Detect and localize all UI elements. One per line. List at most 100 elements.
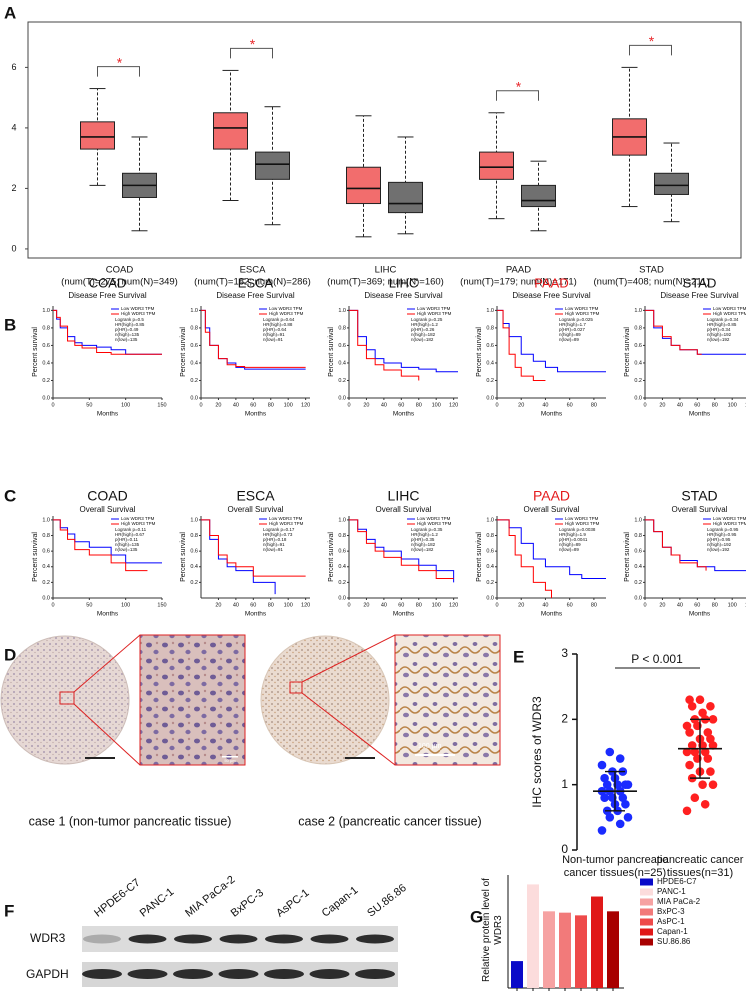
stat-text: p(HR)=0.027: [559, 327, 585, 332]
scale-bar: [345, 757, 375, 759]
x-tick-label: 120: [301, 402, 310, 408]
y-axis-label: Percent survival: [180, 327, 187, 377]
stat-text: n(low)=135: [115, 547, 138, 552]
blot-row-label: WDR3: [30, 931, 66, 945]
data-point: [703, 728, 713, 737]
x-tick-label: 100: [121, 602, 130, 608]
annotation: P < 0.001: [631, 652, 683, 666]
x-axis-label: Months: [541, 411, 563, 418]
data-point: [621, 799, 630, 809]
blot-band: [355, 969, 395, 979]
blot-band: [310, 934, 349, 944]
chart-subtitle: Disease Free Survival: [660, 291, 738, 300]
x-tick-label: 80: [268, 402, 274, 408]
stat-text: n(high)=182: [411, 542, 436, 547]
legend-label: Low WDR3 TPM: [713, 516, 746, 521]
stat-text: Logrank p=0.0038: [559, 527, 596, 532]
stat-text: HR(high)=0.95: [707, 532, 737, 537]
chart-subtitle: Overall Survival: [227, 505, 283, 514]
data-point: [685, 760, 694, 770]
legend-label: Capan-1: [657, 927, 688, 936]
bar: [591, 896, 603, 988]
data-point: [685, 728, 694, 737]
significance: *: [649, 33, 655, 49]
y-tick-label: 0.6: [634, 549, 642, 555]
x-axis-label: Months: [541, 611, 563, 618]
legend-label: High WDR3 TPM: [269, 311, 304, 316]
blot-band: [356, 934, 394, 944]
y-tick-label: 0: [11, 243, 16, 253]
x-tick-label: 50: [86, 602, 92, 608]
x-tick-label: 0: [199, 402, 202, 408]
y-tick-label: 0.4: [338, 564, 346, 570]
x-tick-label: 150: [157, 402, 166, 408]
significance: *: [516, 78, 522, 94]
x-tick-label: 120: [301, 602, 310, 608]
tissue-core: [260, 635, 390, 765]
scale-bar: [85, 757, 115, 759]
legend-label: Low WDR3 TPM: [269, 516, 303, 521]
chart-subtitle: Overall Survival: [671, 505, 727, 514]
data-point: [623, 813, 633, 822]
legend-label: High WDR3 TPM: [713, 521, 746, 526]
stat-text: n(low)=89: [559, 337, 579, 342]
x-tick-label: 100: [728, 402, 737, 408]
survival-curve: [497, 519, 606, 579]
y-tick-label: 0.0: [634, 395, 642, 401]
chart-title: STAD: [683, 275, 717, 290]
survival-curve: [349, 309, 420, 381]
legend-swatch: [640, 938, 653, 946]
data-point: [597, 826, 607, 835]
x-tick-label: 0: [347, 402, 350, 408]
x-tick-label: 100: [432, 402, 441, 408]
x-tick-label: 40: [381, 602, 387, 608]
y-tick-label: 0.2: [190, 378, 198, 384]
y-tick-label: 0.4: [634, 564, 642, 570]
x-tick-label: 80: [268, 602, 274, 608]
x-tick-label: 20: [659, 602, 665, 608]
data-point: [690, 793, 700, 803]
x-tick-label: 20: [215, 602, 221, 608]
legend-label: Low WDR3 TPM: [417, 516, 451, 521]
stat-text: n(high)=89: [559, 332, 581, 337]
y-tick-label: 3: [561, 646, 568, 660]
y-tick-label: 1.0: [190, 308, 198, 314]
y-axis-label: Percent survival: [624, 327, 631, 377]
y-tick-label: 0.8: [634, 533, 642, 539]
blot-band: [83, 934, 121, 944]
stat-text: Logrank p=0.35: [411, 527, 443, 532]
chart-title: COAD: [87, 488, 127, 504]
survival-curve: [497, 519, 552, 598]
legend-label: High WDR3 TPM: [417, 521, 452, 526]
data-point: [687, 701, 697, 711]
zoom-image: [139, 634, 246, 766]
y-tick-label: 1.0: [486, 517, 494, 523]
legend-swatch: [640, 928, 653, 936]
legend-swatch: [640, 908, 653, 916]
stat-text: HR(high)=1.2: [411, 322, 438, 327]
stat-text: p(HR)=0.0041: [559, 537, 588, 542]
y-tick-label: 0.0: [486, 395, 494, 401]
x-tick-label: 0: [347, 602, 350, 608]
blot-band: [174, 934, 212, 944]
y-tick-label: 0: [561, 842, 568, 856]
x-tick-label: 120: [449, 402, 458, 408]
legend-label: High WDR3 TPM: [565, 311, 600, 316]
chart-title: LIHC: [388, 488, 420, 504]
blot-row-label: GAPDH: [26, 967, 69, 981]
x-tick-label: 0: [51, 402, 54, 408]
x-tick-label: 0: [51, 602, 54, 608]
y-tick-label: 4: [11, 122, 16, 132]
x-tick-label: 60: [694, 402, 700, 408]
lane-label: BxPC-3: [229, 887, 266, 920]
data-point: [621, 780, 630, 789]
x-tick-label: pancreatic cancer tissues(n=31): [656, 854, 744, 879]
legend-label: Low WDR3 TPM: [417, 306, 451, 311]
y-tick-label: 0.6: [42, 343, 50, 349]
blot-band: [219, 934, 258, 944]
chart-title: PAAD: [534, 275, 568, 290]
y-tick-label: 0.8: [486, 325, 494, 331]
stat-text: Logrank p=0.025: [559, 317, 593, 322]
stat-text: n(low)=91: [263, 337, 283, 342]
legend-label: High WDR3 TPM: [269, 521, 304, 526]
